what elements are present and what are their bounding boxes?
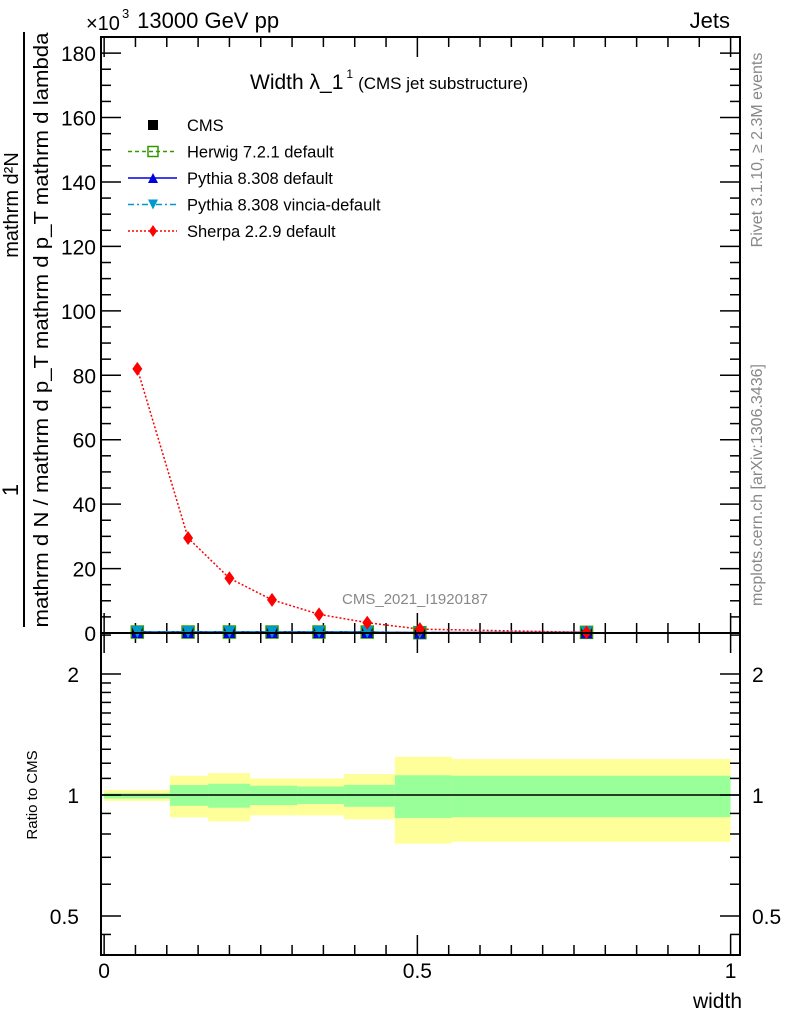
y-tick-label: 160 — [61, 108, 96, 131]
legend-marker-herwig-7-2-1-default — [147, 145, 159, 158]
ratio-y-tick-label: 0.5 — [50, 906, 79, 929]
ratio-band-inner — [104, 793, 170, 799]
process-label: Jets — [690, 8, 730, 33]
data-point-sherpa-2-2-9-default — [224, 571, 235, 586]
plot-title: Width λ_1 — [250, 71, 343, 94]
data-point-sherpa-2-2-9-default — [362, 615, 373, 630]
legend-marker-pythia-8-308-vincia-default — [148, 199, 158, 210]
exponent-base: ×10 — [86, 13, 120, 35]
legend-label-pythia-8-308-vincia-default: Pythia 8.308 vincia-default — [187, 197, 381, 215]
legend-item-cms: CMS — [148, 117, 224, 135]
legend-marker-cms — [148, 120, 158, 130]
y-tick-label: 140 — [61, 172, 96, 195]
x-tick-label: 0 — [98, 960, 110, 983]
legend-item-pythia-8-308-vincia-default: Pythia 8.308 vincia-default — [128, 197, 381, 215]
data-point-sherpa-2-2-9-default — [314, 607, 325, 622]
legend-label-sherpa-2-2-9-default: Sherpa 2.2.9 default — [187, 223, 336, 241]
data-point-sherpa-2-2-9-default — [267, 592, 278, 607]
ratio-ylabel: Ratio to CMS — [24, 750, 41, 839]
ratio-plot: 0 0.5 1 0.5 0.5 1 1 2 2 — [50, 632, 781, 983]
data-point-sherpa-2-2-9-default — [132, 361, 143, 376]
ylabel-denominator: mathrm d N / mathrm d p_T mathrm d p_T m… — [31, 32, 53, 628]
legend-item-sherpa-2-2-9-default: Sherpa 2.2.9 default — [128, 223, 336, 241]
rivet-label: Rivet 3.1.10, ≥ 2.3M events — [749, 53, 766, 248]
ylabel-numerator-1: 1 — [0, 484, 23, 496]
xlabel: width — [692, 990, 742, 1013]
y-tick-label: 60 — [73, 430, 96, 453]
y-tick-label: 0 — [84, 623, 96, 646]
ylabel-numerator-2: mathrm d²N — [1, 152, 23, 258]
legend-item-herwig-7-2-1-default: Herwig 7.2.1 default — [128, 144, 334, 162]
legend-label-pythia-8-308-default: Pythia 8.308 default — [187, 170, 333, 188]
ratio-frame — [100, 632, 741, 956]
series-line-sherpa-2-2-9-default — [136, 368, 587, 634]
x-tick-label: 1 — [725, 960, 737, 983]
ratio-y-tick-label: 1 — [67, 785, 79, 808]
y-tick-label: 80 — [73, 365, 96, 388]
ratio-y-tick-label-right: 0.5 — [752, 906, 781, 929]
ratio-band-inner — [451, 775, 731, 818]
legend-label-cms: CMS — [187, 117, 224, 135]
ratio-y-tick-label-right: 2 — [752, 664, 764, 687]
ratio-band-inner — [394, 775, 452, 818]
y-tick-label: 20 — [73, 559, 96, 582]
ratio-band-inner — [344, 784, 395, 807]
analysis-label: CMS_2021_I1920187 — [342, 591, 488, 608]
x-tick-label: 0.5 — [403, 960, 432, 983]
ratio-y-tick-label: 2 — [67, 664, 79, 687]
y-tick-label: 40 — [73, 494, 96, 517]
legend-marker-sherpa-2-2-9-default — [149, 225, 157, 237]
data-point-sherpa-2-2-9-default — [183, 530, 194, 545]
mcplots-label: mcplots.cern.ch [arXiv:1306.3436] — [749, 364, 766, 606]
ratio-y-tick-label-right: 1 — [752, 785, 764, 808]
y-tick-label: 180 — [61, 43, 96, 66]
y-tick-label: 100 — [61, 301, 96, 324]
legend-marker-pythia-8-308-default — [148, 173, 158, 183]
legend-label-herwig-7-2-1-default: Herwig 7.2.1 default — [187, 144, 334, 162]
series-sherpa-2-2-9-default — [132, 361, 592, 640]
energy-label: 13000 GeV pp — [137, 8, 279, 33]
legend: CMS Herwig 7.2.1 default Pythia 8.308 defa… — [128, 117, 381, 241]
legend-item-pythia-8-308-default: Pythia 8.308 default — [128, 170, 333, 188]
exponent: 3 — [122, 6, 129, 21]
y-tick-label: 120 — [61, 236, 96, 259]
plot-title-sup: 1 — [346, 67, 353, 81]
plot-subtitle: (CMS jet substructure) — [358, 74, 528, 93]
